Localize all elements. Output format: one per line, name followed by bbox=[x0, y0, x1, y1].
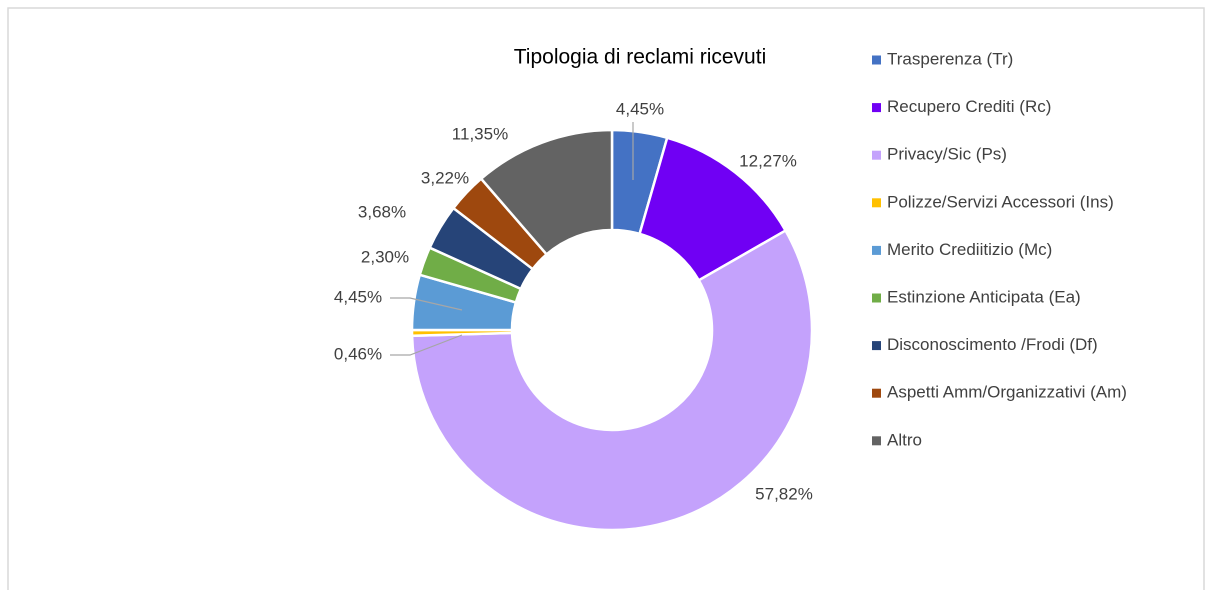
data-label: 3,22% bbox=[421, 168, 469, 187]
leader-line bbox=[390, 334, 463, 356]
legend-swatch bbox=[872, 103, 881, 113]
leader-line bbox=[390, 297, 463, 311]
legend-label: Merito Crediitizio (Mc) bbox=[887, 240, 1052, 259]
legend-swatch bbox=[872, 388, 881, 398]
legend-label: Altro bbox=[887, 430, 922, 449]
data-label: 4,45% bbox=[616, 99, 664, 118]
legend-swatch bbox=[872, 150, 881, 160]
legend-swatch bbox=[872, 55, 881, 65]
legend-label: Privacy/Sic (Ps) bbox=[887, 145, 1007, 164]
donut-slice bbox=[410, 228, 814, 532]
data-label: 11,35% bbox=[452, 124, 508, 143]
chart-title: Tipologia di reclami ricevuti bbox=[514, 46, 766, 69]
legend-label: Polizze/Servizi Accessori (Ins) bbox=[887, 192, 1114, 211]
data-label: 57,82% bbox=[755, 484, 813, 503]
donut-slice bbox=[479, 128, 614, 257]
data-label: 2,30% bbox=[361, 247, 409, 266]
legend-swatch bbox=[872, 198, 881, 208]
legend-swatch bbox=[872, 436, 881, 446]
legend-label: Aspetti Amm/Organizzativi (Am) bbox=[887, 383, 1127, 402]
legend-label: Trasperenza (Tr) bbox=[887, 49, 1013, 68]
data-label: 12,27% bbox=[739, 151, 797, 170]
legend-label: Estinzione Anticipata (Ea) bbox=[887, 287, 1081, 306]
data-label: 0,46% bbox=[334, 344, 382, 363]
chart-frame bbox=[7, 7, 1205, 590]
legend-label: Disconoscimento /Frodi (Df) bbox=[887, 335, 1098, 354]
legend-swatch bbox=[872, 341, 881, 351]
data-label: 3,68% bbox=[358, 202, 406, 221]
legend-swatch bbox=[872, 245, 881, 255]
data-label: 4,45% bbox=[334, 287, 382, 306]
legend-swatch bbox=[872, 293, 881, 303]
legend-label: Recupero Crediti (Rc) bbox=[887, 97, 1051, 116]
